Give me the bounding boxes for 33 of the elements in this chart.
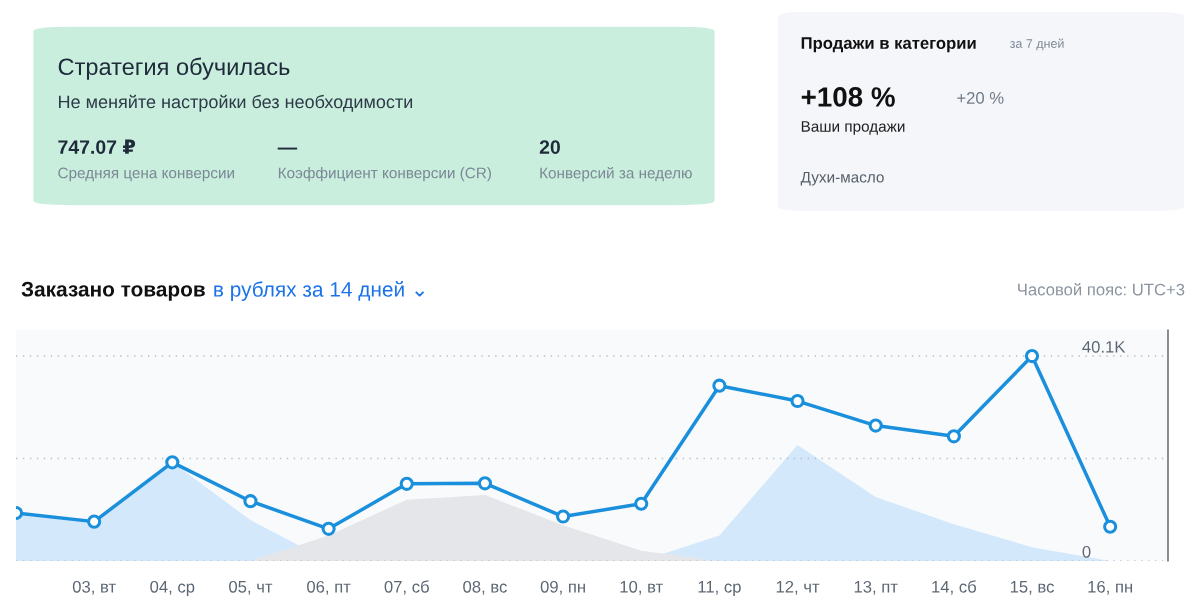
text: Духи-масло — [800, 171, 884, 186]
text: +20 % — [957, 91, 1004, 104]
x-tick-label: 08, вс — [463, 580, 507, 595]
text: 747.07 ₽ — [58, 139, 136, 154]
text: 20 — [539, 140, 560, 154]
x-tick-label: 04, ср — [150, 580, 195, 596]
y-tick-label: 40.1K — [1082, 340, 1126, 353]
x-tick-label: 16, пн — [1088, 580, 1133, 595]
x-tick-label: 15, вс — [1010, 581, 1054, 595]
chart-subtitle: в рублях за 14 дней ⌄ — [214, 281, 425, 301]
y-tick-label: 0 — [1082, 545, 1091, 558]
text: Не меняйте настройки без необходимости — [59, 94, 413, 112]
text: Стратегия обучилась — [58, 57, 290, 80]
text: Ваши продажи — [801, 121, 905, 135]
x-tick-label: 09, пн — [540, 580, 585, 595]
x-tick-label: 11, ср — [698, 581, 741, 596]
text: Средняя цена конверсии — [58, 167, 234, 182]
chart-title: Заказано товаров — [21, 281, 205, 301]
text: Конверсий за неделю — [540, 166, 692, 182]
x-tick-label: 14, сб — [932, 580, 976, 595]
x-tick-label: 13, пт — [854, 580, 898, 595]
text: — — [277, 147, 298, 150]
x-tick-label: 06, пт — [307, 580, 351, 595]
x-tick-label: 10, вт — [620, 580, 663, 595]
x-tick-label: 07, сб — [384, 580, 429, 595]
text: Продажи в категории — [801, 37, 976, 53]
x-tick-label: 05, чт — [229, 580, 273, 595]
x-tick-label: 12, чт — [776, 580, 820, 595]
text: +108 % — [801, 87, 895, 107]
x-tick-label: 03, вт — [72, 580, 116, 595]
text: Часовой пояс: UTC+3 — [1018, 282, 1185, 296]
text: Коэффициент конверсии (CR) — [278, 167, 491, 182]
text: за 7 дней — [1010, 38, 1064, 51]
